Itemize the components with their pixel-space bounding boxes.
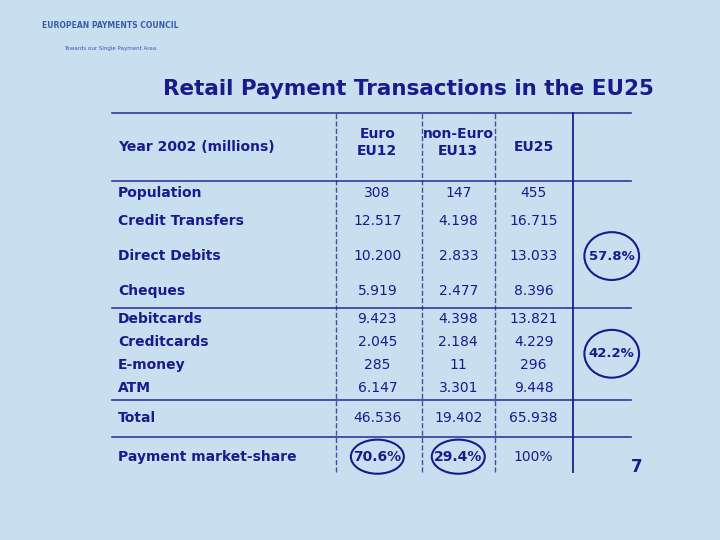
Text: 29.4%: 29.4% — [434, 450, 482, 464]
Text: 3.301: 3.301 — [438, 381, 478, 395]
Text: 4.398: 4.398 — [438, 313, 478, 327]
Text: Direct Debits: Direct Debits — [118, 249, 220, 263]
Text: Population: Population — [118, 186, 202, 200]
Text: EUROPEAN PAYMENTS COUNCIL: EUROPEAN PAYMENTS COUNCIL — [42, 21, 179, 30]
Text: 7: 7 — [631, 458, 642, 476]
Text: 2.477: 2.477 — [438, 284, 478, 298]
Text: 65.938: 65.938 — [509, 411, 558, 425]
Text: 9.423: 9.423 — [358, 313, 397, 327]
Text: 296: 296 — [521, 358, 547, 372]
Text: ATM: ATM — [118, 381, 151, 395]
Text: Euro
EU12: Euro EU12 — [357, 127, 397, 158]
Text: Credit Transfers: Credit Transfers — [118, 214, 244, 228]
Text: 285: 285 — [364, 358, 390, 372]
Text: 2.045: 2.045 — [358, 335, 397, 349]
Text: Payment market-share: Payment market-share — [118, 450, 297, 464]
Text: 4.198: 4.198 — [438, 214, 478, 228]
Text: 4.229: 4.229 — [514, 335, 554, 349]
Text: Total: Total — [118, 411, 156, 425]
Text: Creditcards: Creditcards — [118, 335, 208, 349]
Text: Year 2002 (millions): Year 2002 (millions) — [118, 140, 274, 154]
Text: 147: 147 — [445, 186, 472, 200]
Text: 2.833: 2.833 — [438, 249, 478, 263]
Text: 455: 455 — [521, 186, 546, 200]
Text: EU25: EU25 — [513, 140, 554, 154]
Text: Towards our Single Payment Area: Towards our Single Payment Area — [64, 46, 156, 51]
Text: 19.402: 19.402 — [434, 411, 482, 425]
Text: 13.821: 13.821 — [509, 313, 558, 327]
Text: 13.033: 13.033 — [510, 249, 558, 263]
Text: 70.6%: 70.6% — [354, 450, 402, 464]
Text: non-Euro
EU13: non-Euro EU13 — [423, 127, 494, 158]
Text: 10.200: 10.200 — [354, 249, 402, 263]
Text: 100%: 100% — [514, 450, 554, 464]
Text: 42.2%: 42.2% — [589, 347, 634, 360]
Text: 6.147: 6.147 — [358, 381, 397, 395]
Text: 11: 11 — [449, 358, 467, 372]
Text: E-money: E-money — [118, 358, 186, 372]
Text: Debitcards: Debitcards — [118, 313, 203, 327]
Text: 16.715: 16.715 — [509, 214, 558, 228]
Text: 2.184: 2.184 — [438, 335, 478, 349]
Text: 9.448: 9.448 — [514, 381, 554, 395]
Text: Cheques: Cheques — [118, 284, 185, 298]
Text: 308: 308 — [364, 186, 390, 200]
Text: 57.8%: 57.8% — [589, 249, 634, 262]
Text: 12.517: 12.517 — [354, 214, 402, 228]
Text: 46.536: 46.536 — [354, 411, 402, 425]
Text: Retail Payment Transactions in the EU25: Retail Payment Transactions in the EU25 — [163, 79, 654, 99]
Text: 5.919: 5.919 — [358, 284, 397, 298]
Text: 8.396: 8.396 — [514, 284, 554, 298]
